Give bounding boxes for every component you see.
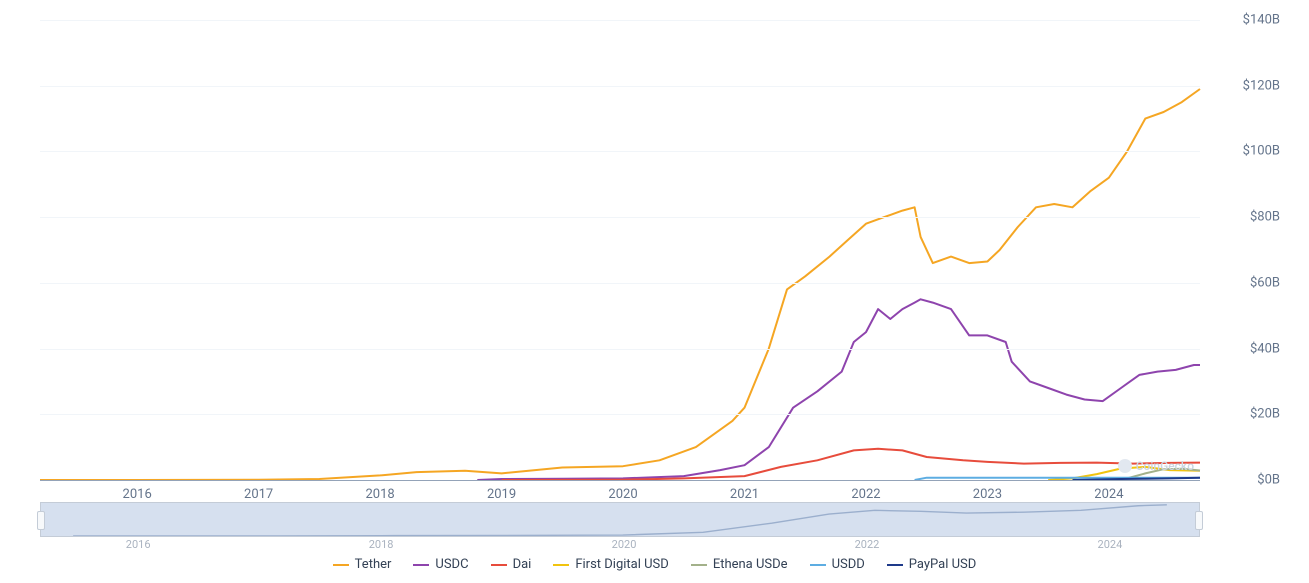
x-axis-label: 2019 <box>487 487 516 502</box>
legend-swatch <box>413 564 429 566</box>
series-line-tether[interactable] <box>40 89 1200 480</box>
legend-label: Dai <box>513 557 532 572</box>
x-axis-label: 2017 <box>244 487 273 502</box>
y-axis-label: $80B <box>1250 210 1280 225</box>
navigator-x-label: 2020 <box>612 538 637 551</box>
navigator-summary-line <box>73 505 1167 536</box>
gridline <box>40 86 1200 87</box>
legend-label: First Digital USD <box>575 557 668 572</box>
navigator-lines-svg <box>41 503 1199 536</box>
watermark-text: CoinGecko <box>1136 459 1194 473</box>
range-navigator[interactable]: 20162018202020222024 <box>40 502 1200 537</box>
legend-label: USDC <box>435 557 468 572</box>
main-chart-area[interactable]: $0B$20B$40B$60B$80B$100B$120B$140B201620… <box>40 20 1200 480</box>
x-axis-label: 2020 <box>608 487 637 502</box>
gridline <box>40 283 1200 284</box>
y-axis-label: $20B <box>1250 407 1280 422</box>
gridline <box>40 217 1200 218</box>
navigator-x-label: 2024 <box>1098 538 1123 551</box>
gridline <box>40 151 1200 152</box>
legend-item-first-digital-usd[interactable]: First Digital USD <box>553 557 668 572</box>
legend-item-tether[interactable]: Tether <box>333 557 392 572</box>
x-axis-label: 2016 <box>123 487 152 502</box>
legend-item-paypal-usd[interactable]: PayPal USD <box>887 557 977 572</box>
navigator-handle-left[interactable] <box>37 511 45 530</box>
y-axis-label: $60B <box>1250 275 1280 290</box>
legend-swatch <box>691 564 707 566</box>
legend-label: Tether <box>355 557 392 572</box>
legend-swatch <box>553 564 569 566</box>
y-axis-label: $120B <box>1243 78 1280 93</box>
navigator-x-label: 2022 <box>855 538 880 551</box>
legend-item-ethena-usde[interactable]: Ethena USDe <box>691 557 788 572</box>
navigator-x-label: 2016 <box>126 538 151 551</box>
navigator-x-label: 2018 <box>369 538 394 551</box>
x-axis-label: 2024 <box>1094 487 1123 502</box>
legend-swatch <box>333 564 349 566</box>
legend-item-usdc[interactable]: USDC <box>413 557 468 572</box>
watermark: CoinGecko <box>1118 459 1194 473</box>
x-axis-label: 2022 <box>851 487 880 502</box>
chart-legend: Tether USDC Dai First Digital USD Ethena USD… <box>0 557 1309 572</box>
legend-swatch <box>491 564 507 566</box>
legend-label: Ethena USDe <box>713 557 788 572</box>
legend-item-usdd[interactable]: USDD <box>810 557 865 572</box>
gridline <box>40 349 1200 350</box>
chart-container: $0B$20B$40B$60B$80B$100B$120B$140B201620… <box>0 0 1309 583</box>
legend-swatch <box>810 564 826 566</box>
y-axis-label: $100B <box>1243 144 1280 159</box>
gridline <box>40 414 1200 415</box>
gridline <box>40 20 1200 21</box>
gecko-icon <box>1118 459 1132 473</box>
x-axis-label: 2021 <box>730 487 759 502</box>
x-axis-label: 2023 <box>973 487 1002 502</box>
legend-swatch <box>887 564 903 566</box>
y-axis-label: $0B <box>1257 473 1280 488</box>
legend-item-dai[interactable]: Dai <box>491 557 532 572</box>
y-axis-label: $140B <box>1243 13 1280 28</box>
series-line-usdc[interactable] <box>477 299 1200 480</box>
navigator-handle-right[interactable] <box>1195 511 1203 530</box>
gridline <box>40 480 1200 481</box>
y-axis-label: $40B <box>1250 341 1280 356</box>
chart-lines-svg <box>40 20 1200 480</box>
x-axis-label: 2018 <box>365 487 394 502</box>
legend-label: USDD <box>832 557 865 572</box>
legend-label: PayPal USD <box>909 557 977 572</box>
